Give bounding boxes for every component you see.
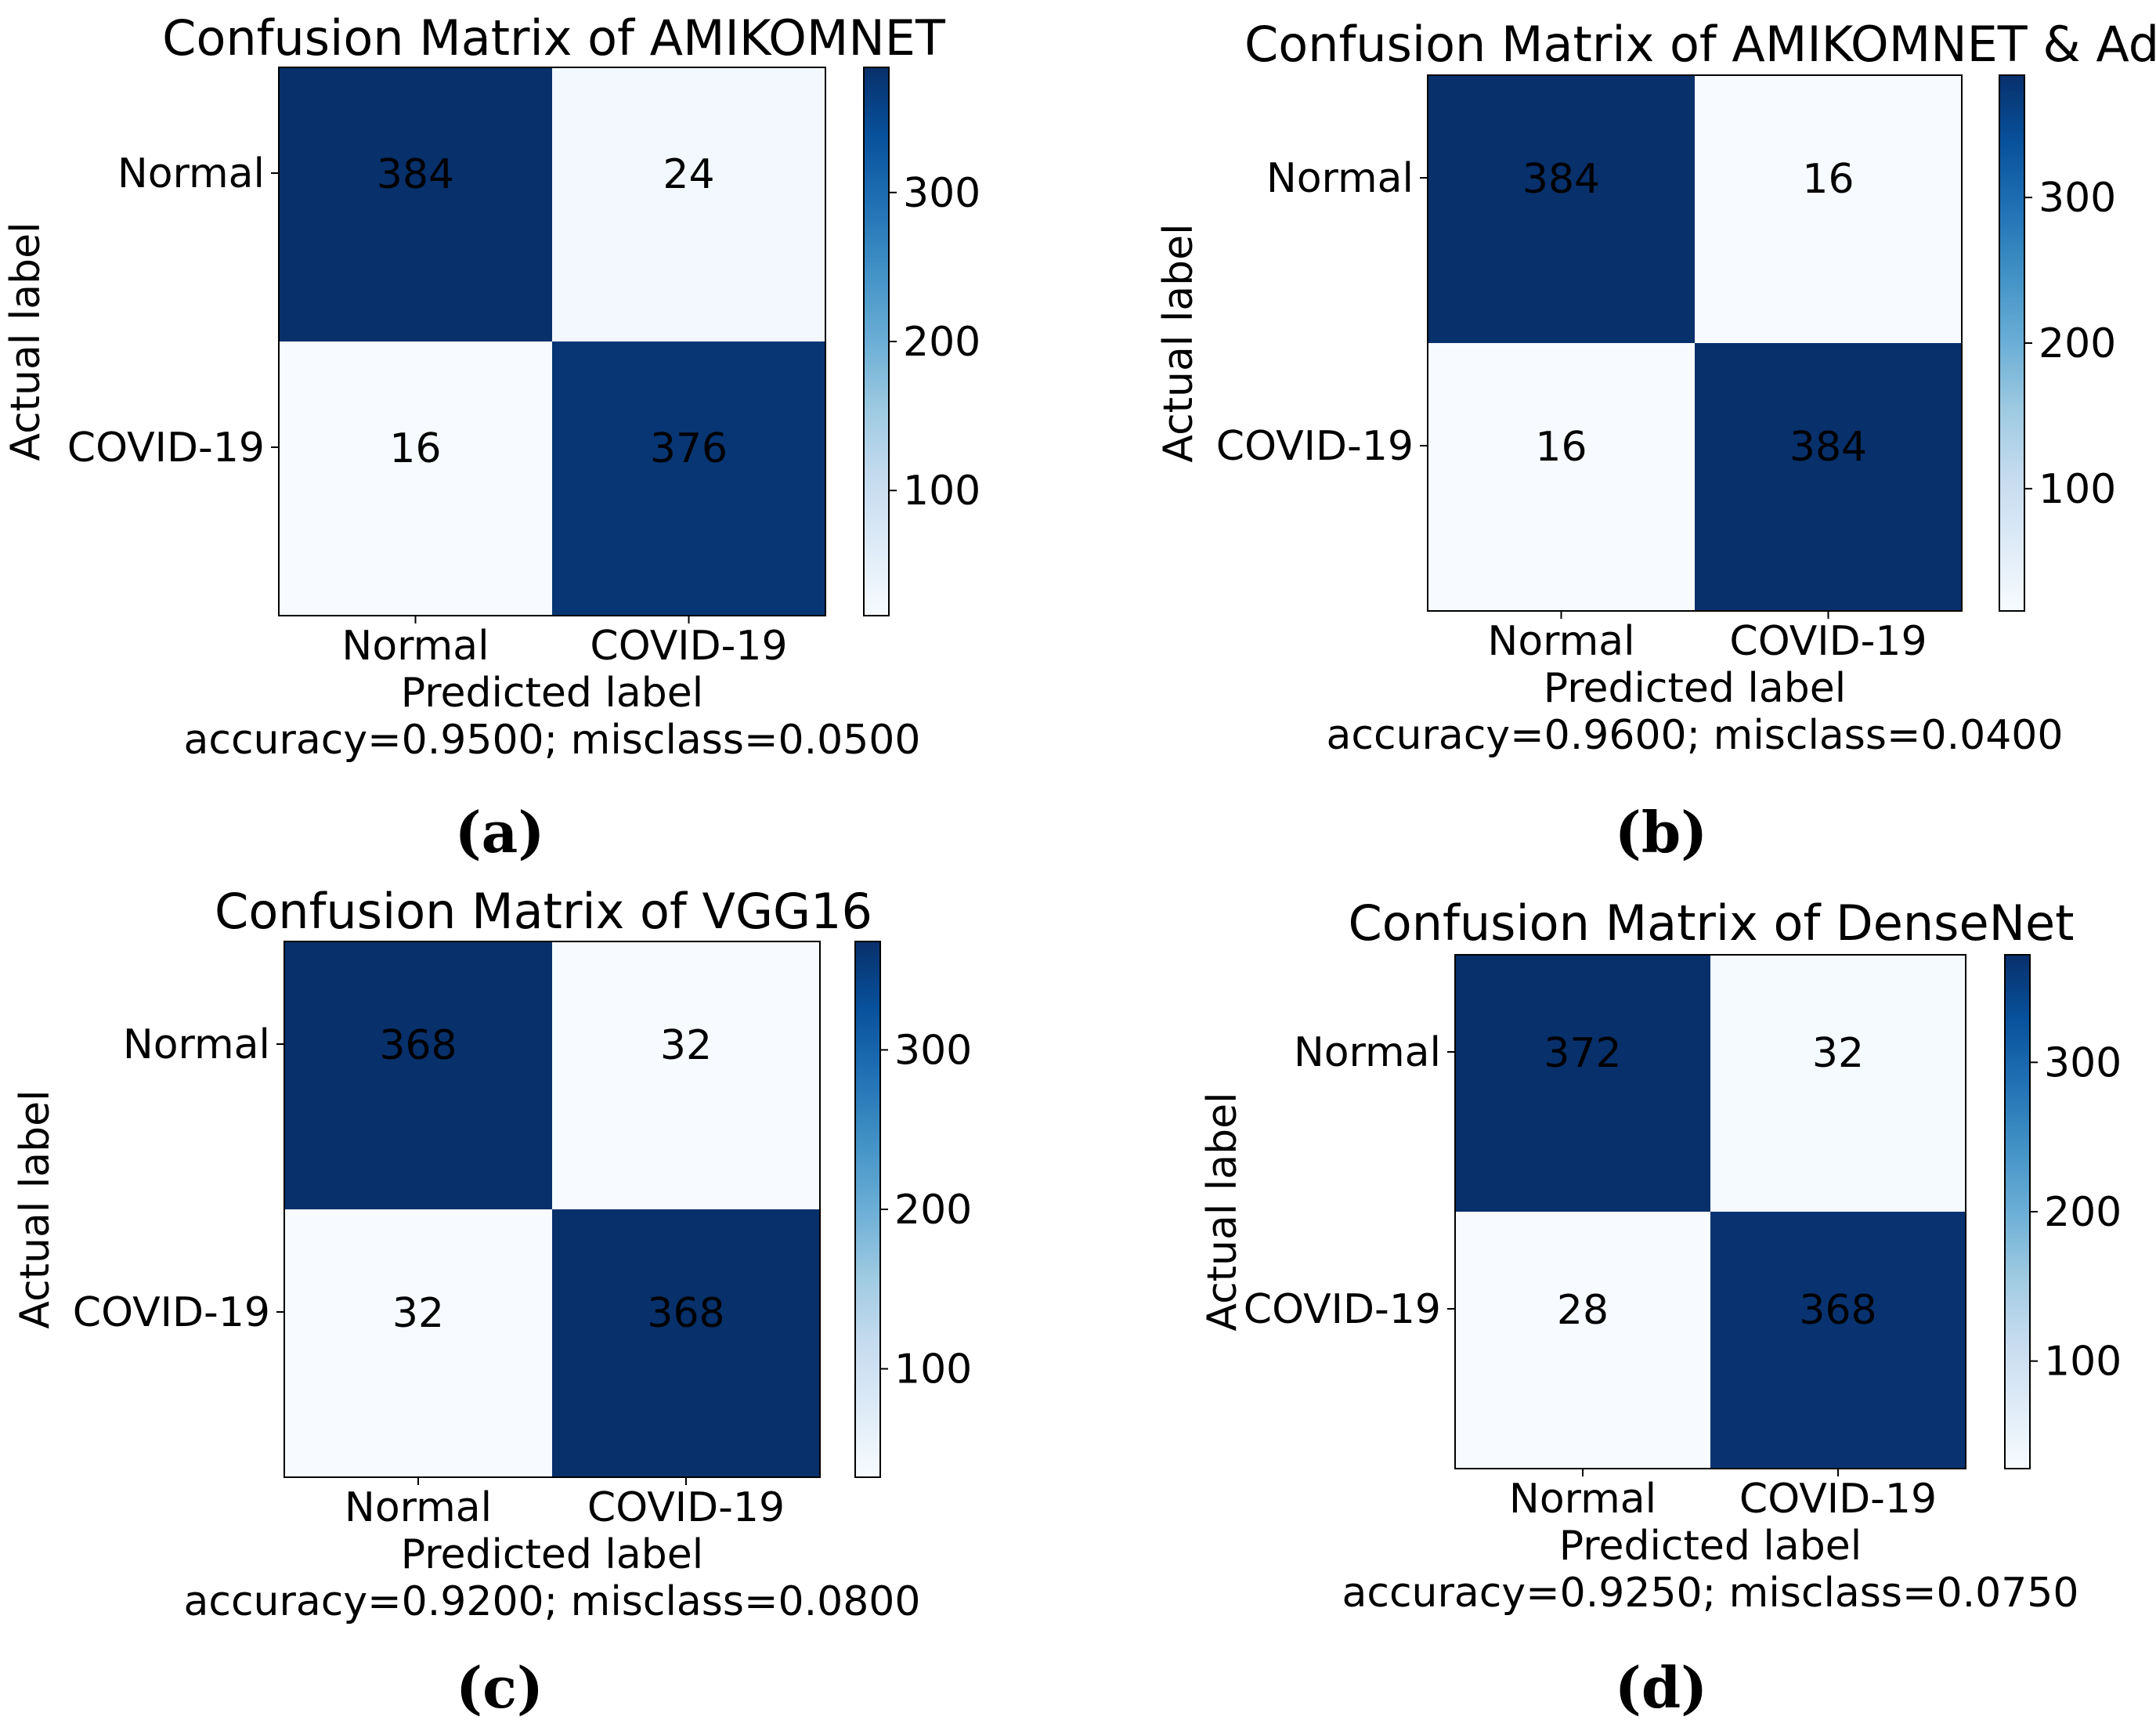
- x-tick-label: COVID-19: [590, 623, 787, 670]
- cell-value-label: 24: [663, 151, 714, 198]
- confusion-matrix-panel-3: Confusion Matrix of VGG16 368 32 32 368 Norma…: [12, 883, 972, 1721]
- matrix-cell: [284, 1209, 552, 1477]
- x-tick-label: COVID-19: [1729, 618, 1927, 665]
- cell-value-label: 372: [1544, 1030, 1621, 1077]
- colorbar: [1999, 74, 2025, 612]
- y-tick-label: Normal: [1266, 155, 1414, 202]
- colorbar-tick-label: 100: [894, 1346, 972, 1393]
- chart-title: Confusion Matrix of VGG16: [215, 883, 872, 940]
- matrix-frame: [1427, 74, 1963, 612]
- y-tick-label: COVID-19: [1216, 423, 1414, 470]
- accuracy-footer: accuracy=0.9500; misclass=0.0500: [184, 717, 921, 764]
- panel-label: (d): [1615, 1654, 1707, 1721]
- x-tick-label: Normal: [341, 623, 489, 670]
- confusion-matrix-panel-2: Confusion Matrix of AMIKOMNET & Ada 384 16…: [1155, 16, 2156, 866]
- accuracy-footer: accuracy=0.9200; misclass=0.0800: [184, 1578, 921, 1625]
- matrix-frame: [278, 67, 826, 616]
- colorbar: [2004, 954, 2031, 1469]
- y-tick-label: COVID-19: [1244, 1286, 1441, 1333]
- panel-label: (c): [456, 1654, 544, 1721]
- x-axis-label: Predicted label: [1544, 665, 1846, 712]
- matrix-cell: [279, 342, 552, 616]
- cell-value-label: 32: [392, 1290, 444, 1337]
- chart-title: Confusion Matrix of DenseNet: [1349, 894, 2075, 952]
- matrix-frame: [1454, 954, 1966, 1469]
- x-tick-label: Normal: [1487, 618, 1634, 665]
- accuracy-footer: accuracy=0.9250; misclass=0.0750: [1342, 1570, 2079, 1617]
- y-tick-label: Normal: [123, 1021, 270, 1068]
- cell-value-label: 28: [1557, 1287, 1609, 1334]
- colorbar-tick-label: 300: [2039, 175, 2116, 222]
- matrix-cell: [552, 67, 825, 342]
- matrix-cell: [1695, 75, 1962, 343]
- cell-value-label: 368: [379, 1022, 457, 1069]
- colorbar-tick-label: 300: [2044, 1039, 2122, 1086]
- x-tick-label: COVID-19: [587, 1484, 785, 1531]
- colorbar-tick-label: 200: [2044, 1189, 2122, 1236]
- cell-value-label: 384: [377, 151, 454, 198]
- x-tick-label: COVID-19: [1739, 1476, 1937, 1523]
- colorbar-tick-label: 200: [2039, 320, 2116, 367]
- colorbar-tick-label: 200: [903, 319, 980, 366]
- x-axis-label: Predicted label: [401, 1531, 703, 1578]
- matrix-cell: [1710, 955, 1966, 1212]
- y-axis-label: Actual label: [2, 222, 49, 461]
- x-tick-label: Normal: [1509, 1476, 1656, 1523]
- colorbar-tick-label: 100: [2044, 1339, 2122, 1386]
- matrix-cell: [552, 941, 820, 1209]
- confusion-matrix-panel-1: Confusion Matrix of AMIKOMNET 384 24 16 376 N…: [2, 9, 980, 866]
- colorbar-tick-label: 100: [903, 468, 980, 515]
- matrix-cell: [1428, 343, 1695, 611]
- y-tick-label: COVID-19: [73, 1289, 270, 1336]
- matrix-cell: [279, 67, 552, 342]
- matrix-cell: [1455, 955, 1710, 1212]
- cell-value-label: 16: [1802, 156, 1854, 203]
- cell-value-label: 384: [1522, 156, 1600, 203]
- matrix-cell: [1455, 1212, 1710, 1469]
- accuracy-footer: accuracy=0.9600; misclass=0.0400: [1327, 712, 2064, 759]
- chart-title: Confusion Matrix of AMIKOMNET: [162, 9, 946, 67]
- colorbar: [863, 67, 890, 616]
- chart-title: Confusion Matrix of AMIKOMNET & Ada: [1244, 16, 2156, 73]
- y-tick-label: Normal: [1294, 1029, 1441, 1076]
- colorbar-tick-label: 200: [894, 1187, 972, 1234]
- cell-value-label: 16: [1535, 424, 1587, 471]
- y-tick-label: COVID-19: [67, 425, 265, 472]
- colorbar-tick-label: 300: [903, 170, 980, 217]
- matrix-cell: [552, 1209, 820, 1477]
- cell-value-label: 32: [1812, 1030, 1864, 1077]
- colorbar: [854, 941, 881, 1478]
- y-axis-label: Actual label: [1199, 1092, 1246, 1331]
- matrix-frame: [283, 941, 821, 1478]
- cell-value-label: 16: [389, 425, 441, 472]
- panel-label: (b): [1615, 799, 1707, 866]
- matrix-cell: [284, 941, 552, 1209]
- y-axis-label: Actual label: [1155, 223, 1202, 462]
- colorbar-tick-label: 300: [894, 1027, 972, 1074]
- cell-value-label: 32: [660, 1022, 712, 1069]
- y-axis-label: Actual label: [12, 1090, 59, 1328]
- matrix-cell: [552, 342, 825, 616]
- matrix-cell: [1428, 75, 1695, 343]
- matrix-cell: [1710, 1212, 1966, 1469]
- cell-value-label: 368: [1799, 1287, 1876, 1334]
- matrix-cell: [1695, 343, 1962, 611]
- x-axis-label: Predicted label: [401, 670, 703, 717]
- x-axis-label: Predicted label: [1559, 1523, 1862, 1570]
- x-tick-label: Normal: [345, 1484, 492, 1531]
- cell-value-label: 376: [650, 425, 728, 472]
- confusion-matrix-panel-4: Confusion Matrix of DenseNet 372 32 28 368 No…: [1199, 894, 2122, 1721]
- cell-value-label: 384: [1789, 424, 1867, 471]
- cell-value-label: 368: [647, 1290, 724, 1337]
- panel-label: (a): [455, 799, 545, 866]
- y-tick-label: Normal: [117, 150, 265, 197]
- colorbar-tick-label: 100: [2039, 466, 2116, 513]
